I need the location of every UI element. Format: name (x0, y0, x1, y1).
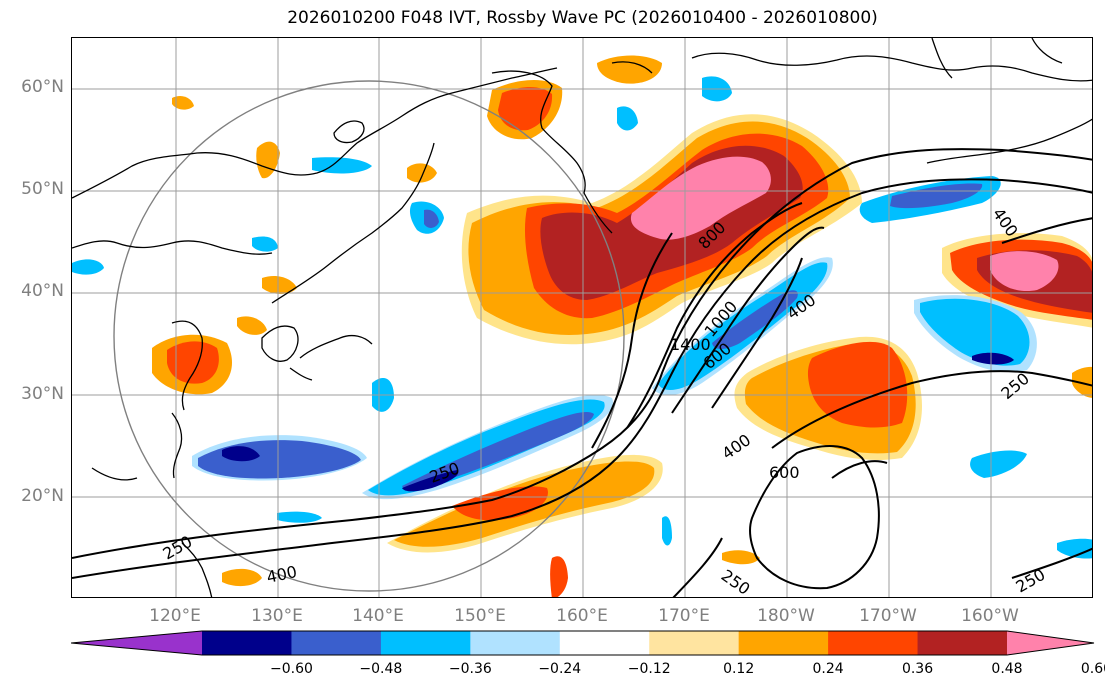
colorbar-tick-label: 0.12 (723, 661, 755, 677)
warm-blob-small-8 (550, 556, 568, 597)
map-canvas: 800 1400 1000 600 400 400 250 250 400 60… (72, 38, 1092, 598)
cool-blob-3 (424, 209, 439, 228)
lon-label-180w: 180°W (757, 606, 815, 626)
lon-label-150e: 150°E (454, 606, 506, 626)
warm-blob-small-4 (172, 95, 194, 110)
colorbar-extend-high (1007, 631, 1094, 655)
contour-label: 400 (718, 430, 754, 463)
colorbar-segment (559, 631, 650, 655)
lon-label-170e: 170°E (658, 606, 710, 626)
warm-blob-korea-red (167, 341, 219, 384)
cool-blob-5 (617, 106, 638, 131)
lat-label-50n: 50°N (21, 179, 64, 199)
warm-blob-small-3 (262, 276, 297, 294)
cool-blob-6 (970, 450, 1027, 478)
cool-band-northeast-blue (890, 183, 983, 209)
ivt-contours (72, 148, 1092, 597)
colorbar-tick-label: −0.36 (448, 661, 492, 677)
colorbar-segment (380, 631, 471, 655)
contour-label: 600 (769, 463, 800, 482)
lon-label-170w: 170°W (859, 606, 917, 626)
graticule (72, 38, 1092, 597)
lat-label-40n: 40°N (21, 281, 64, 301)
lon-label-140e: 140°E (352, 606, 404, 626)
contour-label: 1400 (670, 335, 711, 354)
lat-label-20n: 20°N (21, 486, 64, 506)
warm-blob-north (597, 55, 662, 84)
contour-label: 250 (997, 369, 1033, 403)
reference-circle (113, 80, 625, 592)
lon-label-160e: 160°E (556, 606, 608, 626)
warm-blob-small-1 (256, 141, 280, 179)
colorbar-segment (291, 631, 382, 655)
lon-label-120e: 120°E (149, 606, 201, 626)
cool-region-east-cyan (920, 298, 1030, 366)
cool-band-central-blue (712, 290, 798, 350)
colorbar-tick-label: −0.24 (538, 661, 582, 677)
warm-blob-small-6 (722, 550, 760, 565)
colorbar-tick-label: −0.48 (359, 661, 403, 677)
colorbar-segment (470, 631, 561, 655)
coastlines (72, 38, 1092, 597)
colorbar-segment (917, 631, 1008, 655)
warm-blob-northwest-red (498, 87, 553, 131)
colorbar-segment (649, 631, 740, 655)
lat-label-30n: 30°N (21, 384, 64, 404)
warm-blob-small-7 (222, 568, 262, 587)
colorbar-tick-label: 0.48 (991, 661, 1023, 677)
map-panel: 800 1400 1000 600 400 400 250 250 400 60… (71, 37, 1093, 598)
colorbar-segment (738, 631, 829, 655)
contour-label: 250 (160, 532, 196, 564)
lon-label-130e: 130°E (251, 606, 303, 626)
colorbar-extend-low (71, 631, 202, 655)
colorbar-tick-label: 0.36 (901, 661, 934, 677)
positive-pc-shading (152, 55, 1092, 597)
cool-region-east-navy (972, 352, 1014, 365)
warm-region-east-pink (990, 251, 1059, 292)
figure-title: 2026010200 F048 IVT, Rossby Wave PC (202… (287, 8, 878, 28)
cool-band-southwest-blue (402, 411, 594, 489)
cool-blob-8 (277, 511, 322, 523)
colorbar-tick-label: 0.24 (812, 661, 844, 677)
warm-blob-small-5 (237, 316, 267, 335)
lat-label-60n: 60°N (21, 77, 64, 97)
lon-label-160w: 160°W (961, 606, 1019, 626)
colorbar-tick-label: 0.60 (1080, 661, 1105, 677)
colorbar-tick-label: −0.12 (627, 661, 671, 677)
colorbar-segment (828, 631, 919, 655)
warm-region-south-red (807, 341, 908, 428)
cool-blob-11 (252, 236, 278, 252)
contour-label: 250 (718, 566, 754, 598)
warm-region-central-pink (630, 156, 771, 240)
cool-region-west-navy (222, 446, 260, 462)
cool-blob-12 (662, 516, 672, 546)
colorbar-segment (202, 631, 292, 655)
warm-blob-small-2 (407, 163, 437, 183)
cool-band-southwest-navy (402, 470, 459, 492)
colorbar (71, 630, 1095, 656)
contour-label: 250 (1013, 565, 1049, 597)
contour-label: 400 (265, 562, 299, 587)
cool-blob-10 (72, 259, 104, 275)
colorbar-tick-label: −0.60 (269, 661, 313, 677)
